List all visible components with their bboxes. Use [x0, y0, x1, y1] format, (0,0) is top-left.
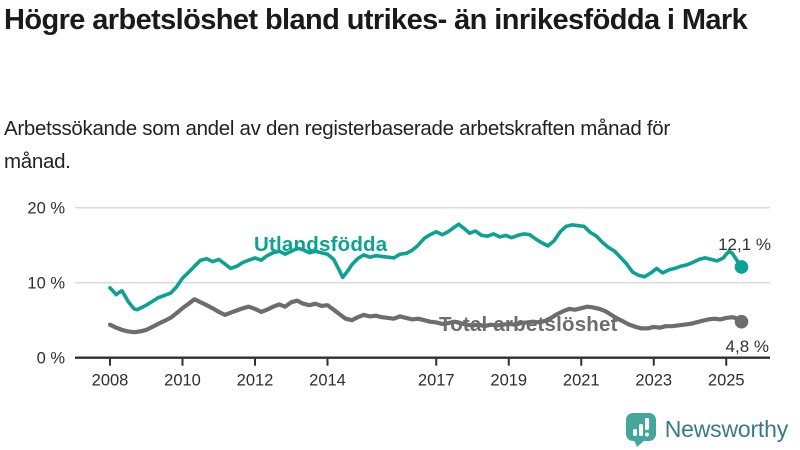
bar-chart-speech-bubble-icon: [625, 413, 656, 447]
x-axis-tick-label: 2023: [635, 372, 672, 390]
x-axis-tick-label: 2008: [92, 372, 129, 390]
series-line-total: [107, 297, 744, 335]
series-label: Total arbetslöshet: [439, 313, 618, 336]
x-axis-tick-label: 2014: [309, 372, 346, 390]
brand-wordmark: Newsworthy: [664, 415, 788, 442]
series-line-foreign-born: [108, 222, 744, 312]
series-end-value-label: 12,1 %: [718, 235, 771, 254]
y-axis-tick-label: 20 %: [27, 200, 65, 218]
y-axis-tick-label: 0 %: [37, 350, 66, 368]
page-title: Högre arbetslöshet bland utrikes- än inr…: [4, 4, 748, 36]
page-subtitle: Arbetssökande som andel av den registerb…: [4, 117, 670, 174]
series-end-dot: [734, 260, 749, 274]
newsworthy-logo: Newsworthy: [625, 412, 788, 447]
series-label: Utlandsfödda: [254, 233, 388, 256]
series-end-dot: [734, 314, 749, 329]
unemployment-line-chart: 0 % 10 % 20 % 2008 2010 2012 2014 2017 2019 2021 2…: [27, 200, 771, 390]
x-axis-tick-label: 2019: [490, 372, 527, 390]
series-end-value-label: 4,8 %: [726, 337, 769, 356]
x-axis-tick-label: 2021: [563, 372, 600, 390]
y-axis-tick-label: 10 %: [27, 275, 65, 293]
x-axis-tick-label: 2012: [237, 372, 274, 390]
x-axis-tick-label: 2017: [418, 372, 455, 390]
x-axis-tick-label: 2010: [164, 372, 201, 390]
x-axis-tick-label: 2025: [708, 372, 745, 390]
